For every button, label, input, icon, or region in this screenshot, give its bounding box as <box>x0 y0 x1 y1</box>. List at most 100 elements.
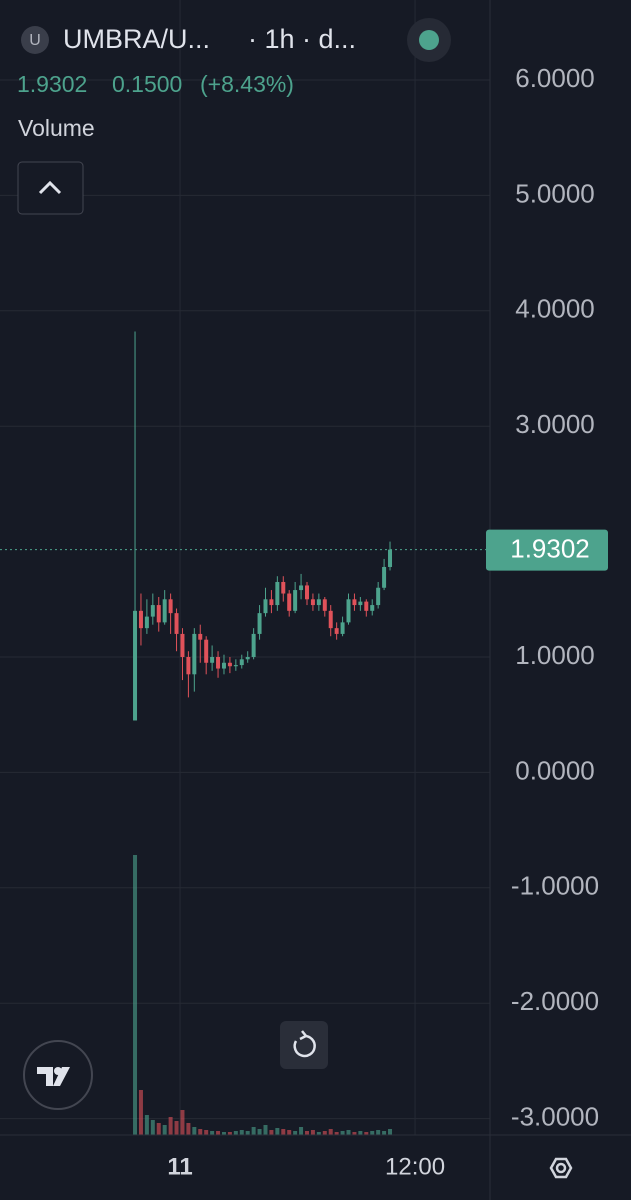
volume-bar <box>382 1131 387 1135</box>
volume-bar <box>221 1132 226 1135</box>
volume-bar <box>310 1130 315 1135</box>
candle-body <box>269 599 274 606</box>
candle-body <box>358 601 363 606</box>
last-price: 1.9302 <box>17 71 87 97</box>
candle-body <box>221 662 226 669</box>
candle-body <box>245 656 250 660</box>
plot <box>0 0 490 1135</box>
y-tick-label: -2.0000 <box>511 986 599 1016</box>
y-tick-label: -1.0000 <box>511 871 599 901</box>
volume-bar <box>275 1128 280 1135</box>
candle-body <box>304 585 309 600</box>
volume-bar <box>162 1125 167 1135</box>
volume-bar <box>358 1131 363 1135</box>
volume-bar <box>174 1121 179 1135</box>
volume-bar <box>346 1130 351 1135</box>
volume-bar <box>364 1132 369 1135</box>
y-tick-label: 3.0000 <box>515 409 595 439</box>
volume-bar <box>263 1125 268 1135</box>
logo-dot <box>54 1067 62 1075</box>
candle-body <box>299 585 304 591</box>
candle-body <box>275 581 280 606</box>
y-tick-label: 1.0000 <box>515 640 595 670</box>
candle-body <box>376 587 381 606</box>
volume-bar <box>180 1110 185 1135</box>
settings-icon-center <box>555 1162 567 1174</box>
candle-body <box>144 616 149 629</box>
candle-body <box>198 633 203 640</box>
candle-body <box>251 633 256 657</box>
volume-bar <box>287 1130 292 1135</box>
candle-body <box>156 605 161 623</box>
volume-label: Volume <box>18 115 95 141</box>
candle-body <box>180 633 185 657</box>
volume-bar <box>156 1123 161 1135</box>
candle-body <box>150 605 155 617</box>
volume-bar <box>150 1120 155 1135</box>
reset-icon <box>293 1034 316 1058</box>
volume-bar <box>138 1090 143 1135</box>
candle-body <box>352 599 357 606</box>
candle-body <box>316 599 321 606</box>
candle-body <box>293 590 298 611</box>
candle-body <box>168 599 173 614</box>
volume-bar <box>204 1130 209 1135</box>
volume-bar <box>269 1130 274 1135</box>
candle-body <box>233 665 238 667</box>
volume-bar <box>186 1123 191 1135</box>
candle-body <box>388 549 393 567</box>
symbol-icon-text: U <box>29 32 41 49</box>
volume-bar <box>316 1132 321 1135</box>
candle-body <box>310 599 315 606</box>
volume-bar <box>168 1117 173 1135</box>
x-tick-label: 11 <box>167 1153 192 1180</box>
candle-body <box>216 656 221 669</box>
volume-bar <box>376 1130 381 1135</box>
last-price-tag-text: 1.9302 <box>510 534 590 564</box>
volume-bar <box>328 1129 333 1135</box>
candle-body <box>133 610 138 721</box>
volume-bar <box>233 1131 238 1135</box>
candle-body <box>263 599 268 614</box>
volume-bar <box>144 1115 149 1135</box>
change-pct: (+8.43%) <box>200 71 294 97</box>
volume-bar <box>352 1132 357 1135</box>
volume-bar <box>133 855 138 1135</box>
volume-bar <box>281 1129 286 1135</box>
interval: · 1h · d... <box>248 24 356 54</box>
chevron-icon <box>38 180 62 195</box>
volume-bar <box>251 1127 256 1135</box>
symbol[interactable]: UMBRA/U... <box>63 24 210 54</box>
y-tick-label: -3.0000 <box>511 1101 599 1131</box>
candle-body <box>281 581 286 594</box>
volume-bar <box>239 1130 244 1135</box>
volume-bar <box>322 1131 327 1135</box>
settings-icon[interactable] <box>549 1157 573 1179</box>
candle-body <box>192 633 197 675</box>
candle-body <box>370 605 375 611</box>
candle-body <box>340 622 345 634</box>
collapse-button[interactable] <box>17 161 84 215</box>
volume-bar <box>245 1131 250 1135</box>
volume-bar <box>304 1131 309 1135</box>
volume-bar <box>198 1129 203 1135</box>
candle-body <box>162 599 167 623</box>
reset-arrow <box>299 1030 308 1041</box>
symbol-icon[interactable] <box>21 26 49 54</box>
last-price-tag <box>486 529 608 571</box>
volume-bar <box>192 1127 197 1135</box>
change: 0.1500 <box>112 71 182 97</box>
candle-body <box>174 613 179 634</box>
candle-body <box>382 566 387 588</box>
volume-bar <box>388 1129 393 1135</box>
y-tick-label: 6.0000 <box>515 63 595 93</box>
candle-body <box>186 656 191 675</box>
candle-body <box>334 628 339 634</box>
status-dot <box>419 30 439 50</box>
candle-body <box>322 599 327 611</box>
volume-bar <box>299 1127 304 1135</box>
reset-button[interactable] <box>280 1021 328 1069</box>
volume-bar <box>334 1132 339 1135</box>
